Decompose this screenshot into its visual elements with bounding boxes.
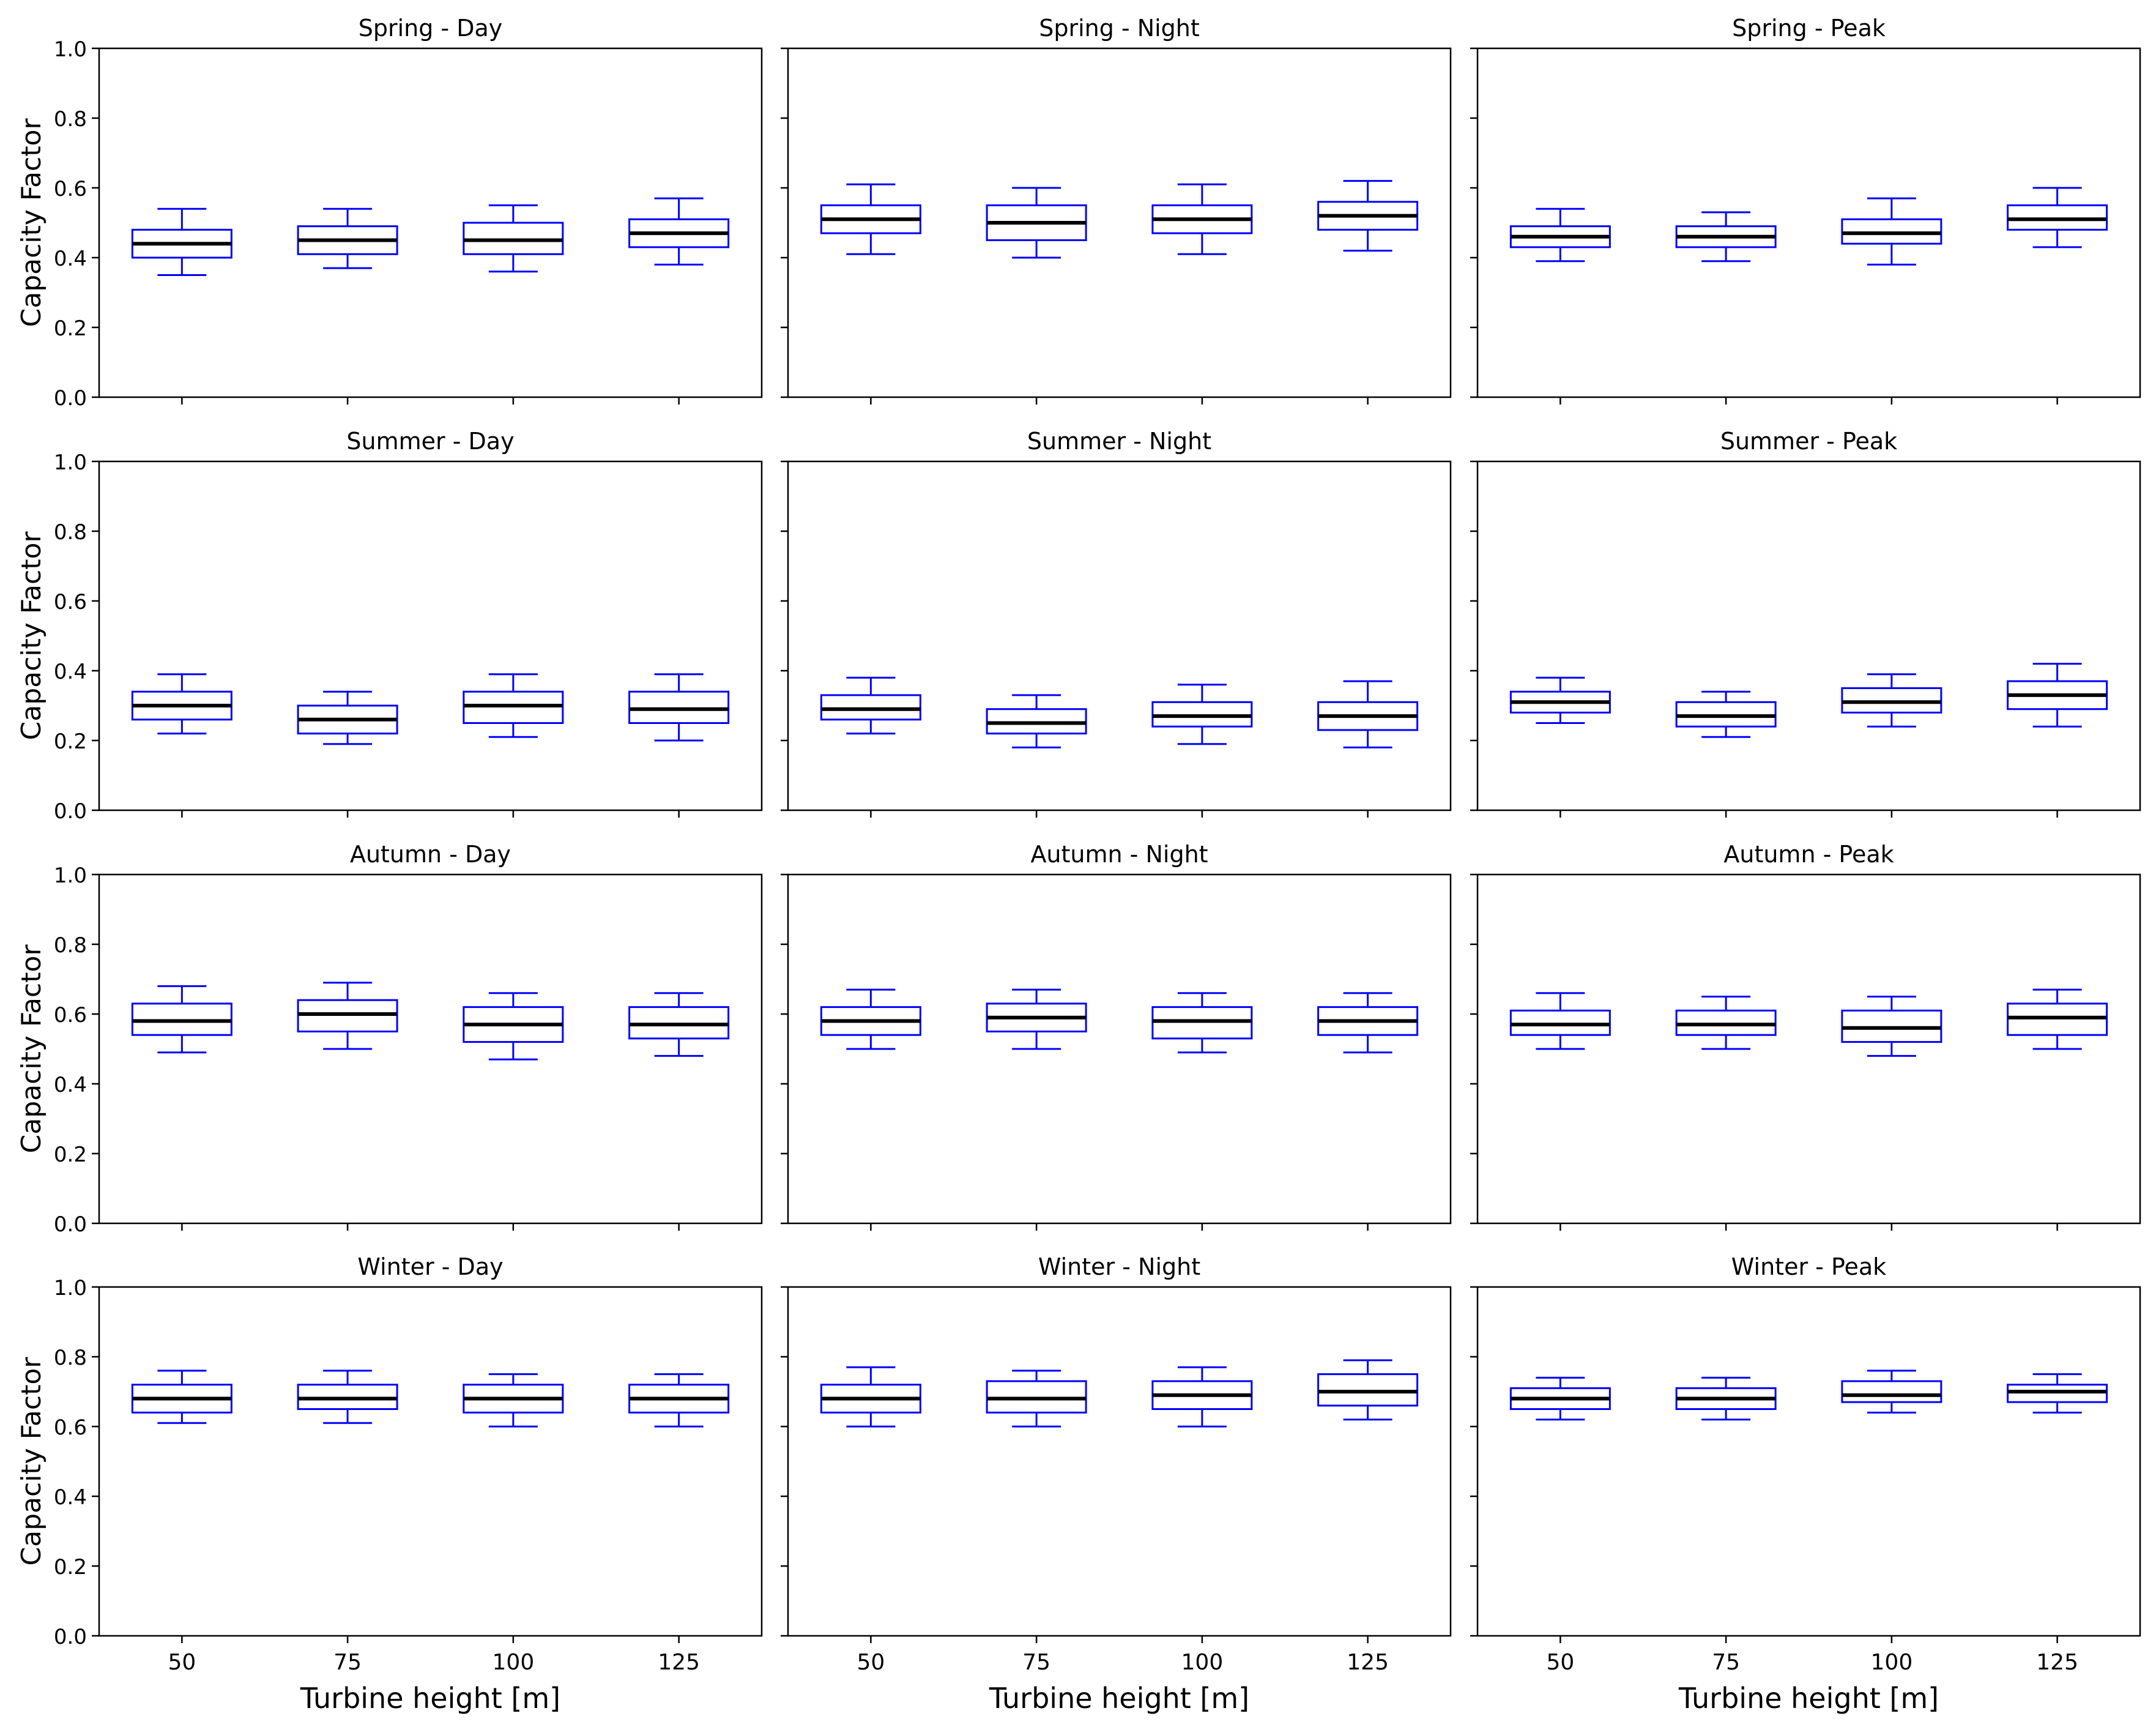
panel-frame	[1476, 1286, 2141, 1637]
y-tick-label: 0.0	[54, 799, 87, 824]
panel-title: Spring - Night	[1039, 15, 1200, 42]
panel-frame	[98, 873, 763, 1225]
panel-title: Winter - Peak	[1731, 1253, 1886, 1280]
x-axis-label: Turbine height [m]	[1678, 1682, 1939, 1715]
panel-title: Summer - Peak	[1720, 428, 1897, 455]
panel-title: Winter - Day	[357, 1253, 503, 1280]
y-tick-label: 1.0	[54, 864, 87, 888]
x-tick-label: 75	[1022, 1650, 1050, 1675]
x-tick-label: 75	[1712, 1650, 1740, 1675]
y-tick-label: 0.6	[54, 1416, 87, 1440]
y-tick-label: 0.6	[54, 177, 87, 201]
panel-frame	[787, 47, 1452, 398]
y-axis-label: Capacity Factor	[16, 944, 47, 1154]
panel-title: Spring - Peak	[1732, 15, 1886, 42]
panel-title: Autumn - Peak	[1723, 841, 1894, 868]
panel-frame	[787, 1286, 1452, 1637]
panel-title: Summer - Night	[1027, 428, 1211, 455]
y-tick-label: 0.2	[54, 1555, 87, 1580]
x-tick-label: 125	[1347, 1650, 1389, 1675]
x-axis-label: Turbine height [m]	[989, 1682, 1249, 1715]
y-tick-label: 0.4	[54, 660, 87, 684]
panel-title: Winter - Night	[1038, 1253, 1200, 1280]
x-tick-label: 125	[2036, 1650, 2078, 1675]
x-tick-label: 75	[333, 1650, 362, 1675]
panel-title: Autumn - Night	[1030, 841, 1208, 868]
y-tick-label: 0.2	[54, 316, 87, 341]
y-tick-label: 1.0	[54, 1276, 87, 1300]
panel-title: Autumn - Day	[350, 841, 511, 868]
x-tick-label: 100	[493, 1650, 535, 1675]
y-tick-label: 0.8	[54, 1346, 87, 1370]
panel-frame	[787, 873, 1452, 1225]
y-tick-label: 0.6	[54, 590, 87, 614]
panel-frame	[98, 47, 763, 398]
y-tick-label: 0.0	[54, 1212, 87, 1237]
x-tick-label: 50	[1546, 1650, 1574, 1675]
y-tick-label: 1.0	[54, 37, 87, 62]
panel-frame	[98, 460, 763, 811]
x-tick-label: 125	[658, 1650, 700, 1675]
box	[1841, 1380, 1942, 1403]
y-tick-label: 0.0	[54, 386, 87, 411]
y-tick-label: 0.2	[54, 729, 87, 754]
panel-frame	[1476, 873, 2141, 1225]
y-axis-label: Capacity Factor	[16, 1357, 47, 1566]
y-tick-label: 0.8	[54, 933, 87, 958]
panel-frame	[787, 460, 1452, 811]
x-axis-label: Turbine height [m]	[300, 1682, 560, 1715]
panel-title: Summer - Day	[346, 428, 514, 455]
y-tick-label: 0.4	[54, 1073, 87, 1097]
y-axis-label: Capacity Factor	[16, 118, 47, 327]
panel-frame	[1476, 47, 2141, 398]
panel-frame	[1476, 460, 2141, 811]
panel-title: Spring - Day	[359, 15, 503, 42]
x-tick-label: 100	[1181, 1650, 1224, 1675]
y-tick-label: 0.2	[54, 1143, 87, 1167]
y-tick-label: 0.8	[54, 107, 87, 132]
y-axis-label: Capacity Factor	[16, 531, 47, 740]
y-tick-label: 0.0	[54, 1625, 87, 1649]
y-tick-label: 0.6	[54, 1003, 87, 1028]
x-tick-label: 100	[1871, 1650, 1913, 1675]
y-tick-label: 0.8	[54, 520, 87, 545]
x-tick-label: 50	[168, 1650, 196, 1675]
panel-frame	[98, 1286, 763, 1637]
x-tick-label: 50	[857, 1650, 885, 1675]
y-tick-label: 1.0	[54, 450, 87, 475]
y-tick-label: 0.4	[54, 1485, 87, 1510]
y-tick-label: 0.4	[54, 247, 87, 271]
